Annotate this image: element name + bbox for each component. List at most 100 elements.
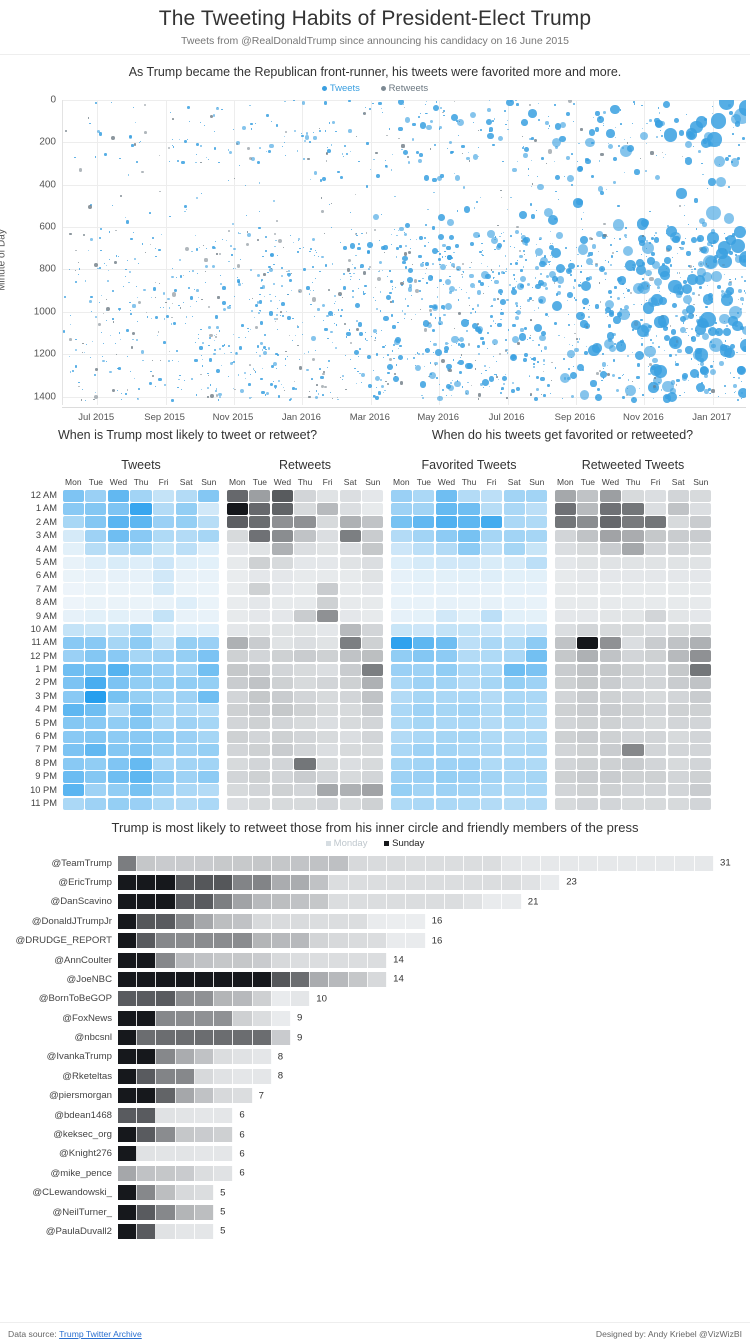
heatmap-cell[interactable] [435,543,458,556]
heatmap-cell[interactable] [667,543,689,556]
heatmap-cell[interactable] [294,529,316,542]
heatmap-cell[interactable] [435,744,458,757]
heatmap-cell[interactable] [62,784,84,797]
heatmap-cell[interactable] [271,650,294,663]
heatmap-cell[interactable] [413,570,435,583]
heatmap-cell[interactable] [599,636,622,649]
heatmap-cell[interactable] [622,690,644,703]
bar-segment[interactable] [214,1088,234,1104]
heatmap-cell[interactable] [645,663,667,676]
bar[interactable] [118,1088,253,1104]
heatmap-cell[interactable] [526,677,548,690]
heatmap-cell[interactable] [554,770,576,783]
bar-segment[interactable] [271,874,291,890]
heatmap-cell[interactable] [458,797,480,810]
heatmap-cell[interactable] [503,677,525,690]
heatmap-cell[interactable] [107,529,130,542]
bar-segment[interactable] [214,894,234,910]
heatmap-cell[interactable] [599,730,622,743]
bar-segment[interactable] [194,991,215,1007]
heatmap-cell[interactable] [62,703,84,716]
heatmap-cell[interactable] [271,690,294,703]
heatmap-cell[interactable] [249,770,271,783]
heatmap-cell[interactable] [503,703,525,716]
heatmap-cell[interactable] [577,690,599,703]
bar[interactable] [118,1127,234,1143]
bar-row[interactable]: @bdean1468 6 [0,1105,750,1124]
heatmap-cell[interactable] [198,677,220,690]
heatmap-cell[interactable] [130,663,152,676]
heatmap-cell[interactable] [413,650,435,663]
bar-segment[interactable] [290,991,311,1007]
heatmap-cell[interactable] [577,784,599,797]
bar-segment[interactable] [367,855,388,871]
heatmap-cell[interactable] [153,784,175,797]
heatmap-cell[interactable] [85,489,107,502]
heatmap-cell[interactable] [249,703,271,716]
heatmap-cell[interactable] [458,730,480,743]
heatmap-cell[interactable] [622,797,644,810]
heatmap-cell[interactable] [107,623,130,636]
heatmap-cell[interactable] [690,677,712,690]
heatmap-cell[interactable] [85,703,107,716]
heatmap-cell[interactable] [175,650,197,663]
heatmap-cell[interactable] [130,797,152,810]
bar-segment[interactable] [137,855,157,871]
heatmap-cell[interactable] [226,744,248,757]
heatmap-cell[interactable] [435,623,458,636]
heatmap-cell[interactable] [317,596,339,609]
heatmap-cell[interactable] [413,797,435,810]
bar-segment[interactable] [425,855,445,871]
heatmap-cell[interactable] [271,610,294,623]
bar-segment[interactable] [156,855,176,871]
bar[interactable] [118,894,522,910]
heatmap-cell[interactable] [503,730,525,743]
heatmap-cell[interactable] [362,744,384,757]
heatmap-cell[interactable] [339,784,361,797]
bar-segment[interactable] [194,1049,215,1065]
bar-segment[interactable] [502,894,522,910]
heatmap-cell[interactable] [667,583,689,596]
bar-segment[interactable] [233,1030,253,1046]
heatmap-cell[interactable] [226,703,248,716]
bar-segment[interactable] [348,952,368,968]
bar[interactable] [118,913,426,929]
bar-segment[interactable] [406,874,426,890]
heatmap-cell[interactable] [435,636,458,649]
bar-segment[interactable] [156,1088,176,1104]
heatmap-cell[interactable] [62,663,84,676]
heatmap-cell[interactable] [458,583,480,596]
heatmap-cell[interactable] [198,757,220,770]
heatmap-cell[interactable] [362,516,384,529]
bar-segment[interactable] [137,894,157,910]
bar-segment[interactable] [214,1049,234,1065]
heatmap-cell[interactable] [107,703,130,716]
heatmap-cell[interactable] [271,543,294,556]
bar-segment[interactable] [118,952,138,968]
heatmap-cell[interactable] [390,543,412,556]
bar-segment[interactable] [271,1030,291,1046]
heatmap-cell[interactable] [198,690,220,703]
bar[interactable] [118,874,561,890]
heatmap-cell[interactable] [481,503,503,516]
heatmap-cell[interactable] [175,529,197,542]
heatmap-cell[interactable] [85,770,107,783]
heatmap-cell[interactable] [362,730,384,743]
heatmap-cell[interactable] [526,757,548,770]
heatmap-cell[interactable] [85,503,107,516]
heatmap-cell[interactable] [130,543,152,556]
heatmap-cell[interactable] [690,583,712,596]
heatmap-cell[interactable] [317,797,339,810]
bar-segment[interactable] [156,991,176,1007]
bar-segment[interactable] [233,971,253,987]
bar-segment[interactable] [233,1088,253,1104]
heatmap-cell[interactable] [249,744,271,757]
heatmap-cell[interactable] [413,543,435,556]
heatmap-cell[interactable] [622,543,644,556]
bar-row[interactable]: @Rketeltas 8 [0,1067,750,1086]
bar-segment[interactable] [137,874,157,890]
heatmap-cell[interactable] [62,797,84,810]
heatmap-cell[interactable] [198,663,220,676]
bar-segment[interactable] [214,1146,234,1162]
heatmap-cell[interactable] [294,636,316,649]
